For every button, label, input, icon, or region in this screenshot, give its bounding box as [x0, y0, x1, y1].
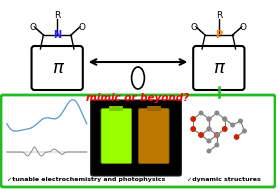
FancyBboxPatch shape: [32, 46, 83, 90]
Circle shape: [223, 127, 227, 131]
Text: π: π: [213, 59, 224, 77]
Text: ✓tunable electrochemistry and photophysics: ✓tunable electrochemistry and photophysi…: [7, 177, 165, 183]
Circle shape: [191, 127, 195, 131]
Circle shape: [215, 133, 219, 137]
Circle shape: [207, 149, 211, 153]
Circle shape: [207, 117, 211, 121]
Circle shape: [207, 117, 211, 121]
Text: π: π: [52, 59, 63, 77]
Circle shape: [234, 135, 239, 139]
Circle shape: [199, 133, 203, 137]
Text: R: R: [216, 11, 222, 19]
FancyBboxPatch shape: [101, 108, 132, 163]
Circle shape: [207, 127, 211, 131]
FancyBboxPatch shape: [193, 46, 244, 90]
FancyBboxPatch shape: [139, 108, 169, 163]
Text: O: O: [191, 22, 198, 32]
Text: P: P: [215, 30, 222, 40]
Text: mimic or beyond?: mimic or beyond?: [87, 93, 190, 103]
Circle shape: [215, 111, 219, 115]
Circle shape: [215, 143, 219, 147]
Circle shape: [191, 117, 195, 121]
Circle shape: [243, 129, 246, 133]
Bar: [147, 106, 161, 111]
Text: N: N: [53, 30, 61, 40]
Circle shape: [223, 117, 227, 121]
Circle shape: [215, 133, 219, 137]
Circle shape: [231, 123, 234, 127]
Circle shape: [192, 127, 195, 131]
Circle shape: [215, 133, 219, 137]
FancyBboxPatch shape: [91, 100, 181, 176]
Text: R: R: [54, 11, 60, 19]
Text: ✓dynamic structures: ✓dynamic structures: [187, 177, 261, 183]
Circle shape: [239, 119, 242, 123]
Circle shape: [192, 117, 195, 121]
Text: O: O: [29, 22, 36, 32]
Circle shape: [223, 127, 227, 131]
Circle shape: [207, 127, 211, 131]
Bar: [109, 106, 123, 111]
Text: O: O: [240, 22, 247, 32]
Text: O: O: [78, 22, 85, 32]
FancyBboxPatch shape: [1, 95, 275, 187]
Ellipse shape: [132, 67, 144, 89]
Circle shape: [207, 139, 211, 143]
Circle shape: [223, 117, 227, 121]
Circle shape: [199, 133, 203, 137]
Circle shape: [199, 111, 203, 115]
Circle shape: [199, 133, 203, 137]
